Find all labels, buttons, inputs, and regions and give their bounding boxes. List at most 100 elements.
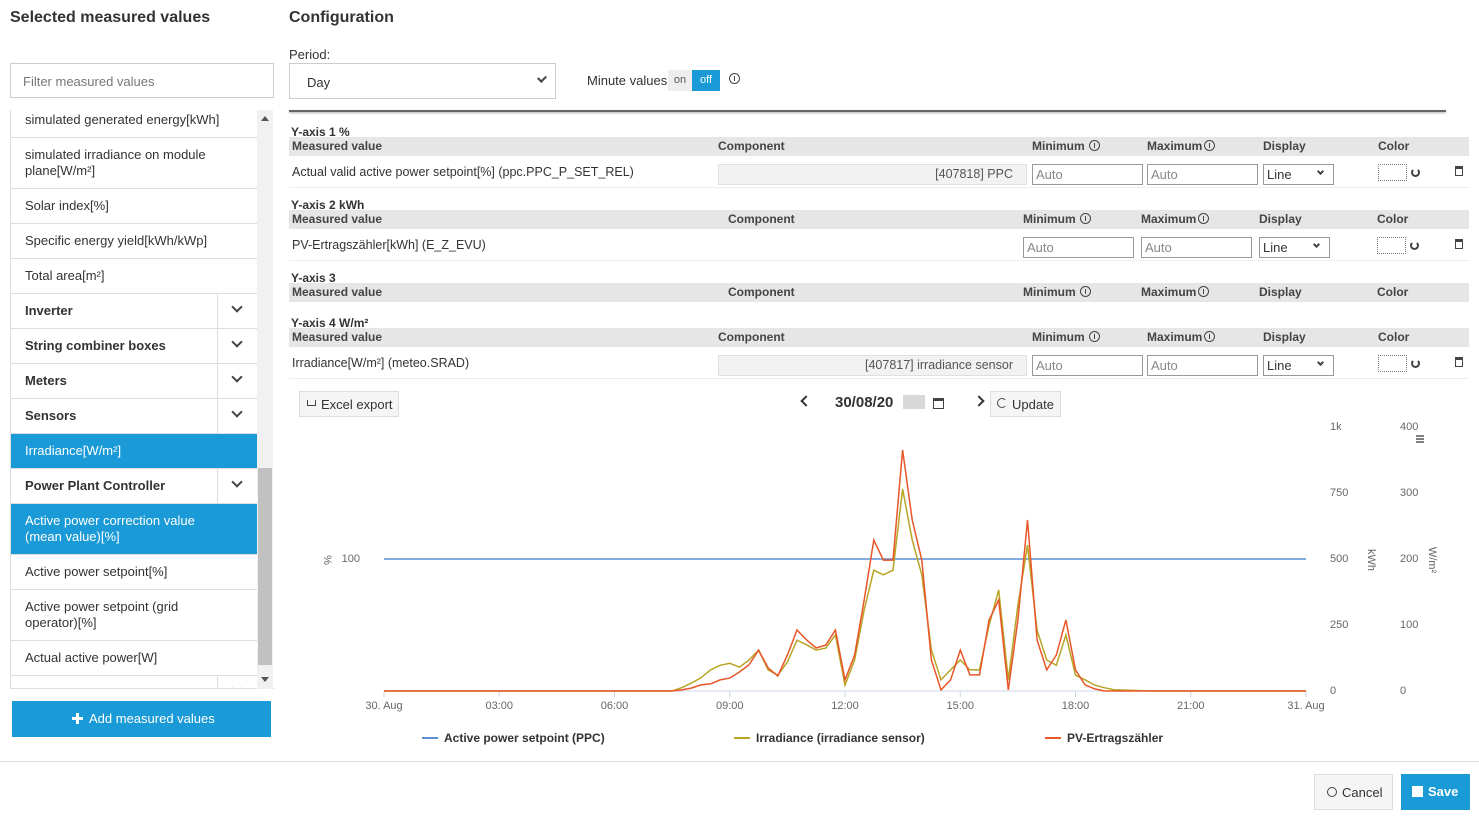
column-header: Minimum [1023,212,1076,226]
legend-label[interactable]: Active power setpoint (PPC) [444,731,605,745]
x-tick-label: 06:00 [601,700,629,712]
add-button[interactable]: Add measured values [12,701,271,737]
color-swatch[interactable] [1378,355,1407,372]
column-header: Display [1259,285,1302,299]
chevron-icon [231,406,243,418]
cancel-button[interactable]: Cancel [1314,774,1393,810]
legend-label[interactable]: Irradiance (irradiance sensor) [756,731,925,745]
measured-value-item[interactable]: Active power setpoint (grid operator)[%] [11,590,257,641]
maximum-input[interactable]: Auto [1141,237,1252,258]
measured-value-item[interactable]: Active power correction value (mean valu… [11,504,257,555]
column-header: Maximum [1141,285,1197,299]
item-list: simulated generated energy[kWh] simulated… [10,110,274,689]
chevron-icon [231,371,243,383]
measured-value-item[interactable]: simulated generated energy[kWh] [11,110,257,138]
minimum-placeholder: Auto [1036,358,1063,373]
item-label: Inverter [25,303,73,318]
save-button[interactable]: Save [1401,774,1470,810]
measured-value-item[interactable]: Total area[m²] [11,259,257,294]
component-select[interactable]: [407817] irradiance sensor [718,355,1027,376]
y-tick-label: 100 [1400,619,1418,631]
reset-icon[interactable] [1411,359,1420,368]
excel-export-button[interactable]: Excel export [299,391,399,417]
series-line [384,449,1306,692]
color-swatch[interactable] [1378,164,1407,181]
maximum-input[interactable]: Auto [1147,355,1258,376]
calendar-icon[interactable] [933,398,944,409]
measured-value-item[interactable]: simulated irradiance on module plane[W/m… [11,138,257,189]
column-header: Minimum [1032,139,1085,153]
display-select[interactable]: Line [1263,355,1334,376]
reset-icon[interactable] [1410,241,1419,250]
legend-label[interactable]: PV-Ertragszähler [1067,731,1163,745]
expand-cell[interactable] [217,364,257,398]
maximum-input[interactable]: Auto [1147,164,1258,185]
divider [289,110,1446,112]
excel-export-label: Excel export [321,397,393,412]
column-header: Component [718,139,785,153]
display-value: Line [1267,167,1292,182]
measured-value-item[interactable]: Actual active power[W] [11,641,257,676]
delete-icon[interactable] [1455,239,1463,249]
minimum-input[interactable]: Auto [1023,237,1134,258]
update-button[interactable]: Update [990,391,1061,417]
plus-v [76,713,79,724]
info-dot [1209,334,1210,339]
item-label: Irradiance[W/m²] [25,443,122,458]
expand-cell[interactable] [217,399,257,433]
info-dot [1094,143,1095,148]
column-header: Measured value [292,285,383,299]
refresh-icon [997,398,1007,408]
color-swatch[interactable] [1377,237,1406,254]
measured-value-item[interactable]: Active power setpoint[%] [11,555,257,590]
scroll-down [261,677,269,682]
group-item[interactable]: Power Plant Controller [11,469,257,504]
component-select[interactable]: [407818] PPC [718,164,1027,185]
axis-title: % [321,555,333,565]
display-select[interactable]: Line [1263,164,1334,185]
expand-cell[interactable] [217,676,257,688]
header-row [289,210,1469,229]
measured-value-item[interactable]: Specific energy yield[kWh/kWp] [11,224,257,259]
sidebar-title: Selected measured values [10,9,211,26]
column-header: Maximum [1147,330,1203,344]
toggle-off[interactable]: off [692,70,720,91]
period-select[interactable]: Day [289,63,556,99]
info-icon [729,73,740,84]
date-value[interactable]: 30/08/20 [835,394,894,411]
expand-cell[interactable] [217,329,257,363]
row-line [289,260,1469,261]
update-label: Update [1012,397,1054,412]
chart: 30. Aug 03:00 06:00 09:00 12:00 15:00 18:00 21:… [321,421,1438,745]
minimum-input[interactable]: Auto [1032,164,1143,185]
minimum-input[interactable]: Auto [1032,355,1143,376]
group-item[interactable]: String combiner boxes [11,329,257,364]
x-tick-label: 21:00 [1177,700,1205,712]
delete-icon[interactable] [1455,166,1463,176]
maximum-placeholder: Auto [1145,240,1172,255]
display-select[interactable]: Line [1259,237,1330,258]
chevron-icon [231,336,243,348]
group-item[interactable]: Status [11,676,257,688]
item-label: Meters [25,373,67,388]
info-icon [1080,213,1091,224]
footer-line [0,761,1479,762]
item-label: Active power setpoint (grid operator)[%] [25,599,179,630]
y-tick-label: 400 [1400,421,1418,433]
group-item[interactable]: Meters [11,364,257,399]
measured-value-item[interactable]: Irradiance[W/m²] [11,434,257,469]
filter-input[interactable]: Filter measured values [10,63,274,98]
y-tick-label: 0 [1400,685,1406,697]
expand-cell[interactable] [217,469,257,503]
measured-value: Irradiance[W/m²] (meteo.SRAD) [292,356,470,370]
delete-icon[interactable] [1455,357,1463,367]
display-value: Line [1267,358,1292,373]
expand-cell[interactable] [217,294,257,328]
measured-value-item[interactable]: Solar index[%] [11,189,257,224]
info-dot [734,76,735,81]
reset-icon[interactable] [1411,168,1420,177]
toggle-on[interactable]: on [668,70,692,91]
group-item[interactable]: Inverter [11,294,257,329]
group-item[interactable]: Sensors [11,399,257,434]
x-tick-label: 18:00 [1062,700,1090,712]
